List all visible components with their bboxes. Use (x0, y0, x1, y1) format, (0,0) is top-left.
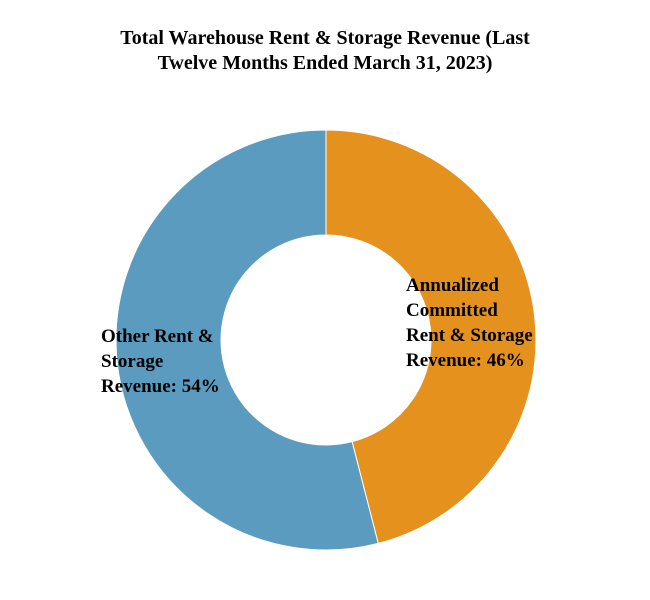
slice-label-1-line-0: Other Rent & (101, 326, 214, 347)
slice-label-0: Annualized Committed Rent & Storage Revenue… (406, 275, 533, 371)
slice-label-1-line-1: Storage (101, 351, 163, 372)
slice-label-0-line-3: Revenue: 46% (406, 350, 525, 371)
donut-slices (115, 129, 537, 551)
donut-labels: Annualized Committed Rent & Storage Revenue… (101, 275, 533, 397)
chart-title: Total Warehouse Rent & Storage Revenue (… (75, 26, 575, 76)
slice-label-0-line-2: Rent & Storage (406, 325, 533, 346)
donut-slice-1 (115, 129, 379, 551)
chart-title-line-2: Twelve Months Ended March 31, 2023) (157, 52, 493, 74)
donut-slice-0 (325, 129, 537, 545)
slice-label-1-line-2: Revenue: 54% (101, 376, 220, 397)
slice-label-0-line-0: Annualized (406, 275, 499, 296)
slice-label-1: Other Rent & Storage Revenue: 54% (101, 326, 220, 397)
slice-label-0-line-1: Committed (406, 300, 498, 321)
chart-title-line-1: Total Warehouse Rent & Storage Revenue (… (120, 27, 530, 49)
